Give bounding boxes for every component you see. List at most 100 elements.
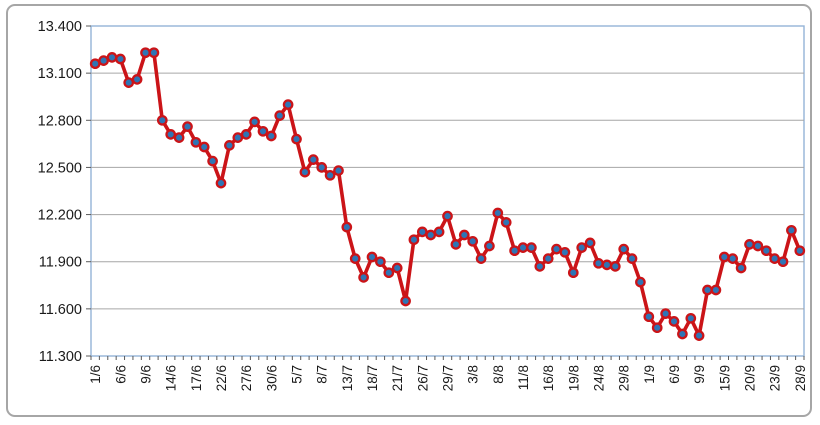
data-point bbox=[760, 245, 772, 257]
data-point bbox=[475, 253, 487, 264]
data-point bbox=[232, 132, 244, 143]
data-point bbox=[240, 129, 252, 140]
x-axis-label: 15/9 bbox=[717, 365, 732, 391]
y-axis-label: 13.400 bbox=[38, 19, 82, 35]
data-point bbox=[190, 136, 202, 148]
data-point bbox=[89, 58, 101, 70]
data-point bbox=[442, 210, 453, 222]
data-point bbox=[735, 262, 747, 274]
data-point bbox=[140, 47, 151, 59]
data-point bbox=[408, 234, 420, 246]
x-axis-label: 8/8 bbox=[491, 365, 506, 384]
plot-area-border bbox=[90, 25, 805, 357]
x-axis-label: 1/9 bbox=[642, 365, 657, 384]
data-point bbox=[383, 267, 395, 279]
data-point bbox=[265, 130, 277, 142]
data-point bbox=[752, 240, 764, 252]
x-axis-label: 24/8 bbox=[591, 365, 606, 391]
data-point bbox=[786, 224, 797, 236]
data-point bbox=[551, 243, 562, 255]
data-point bbox=[182, 121, 193, 132]
x-axis-label: 13/7 bbox=[340, 365, 355, 391]
data-point bbox=[484, 240, 495, 252]
data-point bbox=[769, 253, 780, 264]
data-point bbox=[173, 132, 185, 143]
data-point bbox=[391, 262, 403, 274]
data-point bbox=[526, 242, 537, 253]
x-axis-label: 8/7 bbox=[315, 365, 330, 384]
data-point bbox=[450, 239, 462, 250]
data-point bbox=[215, 177, 227, 189]
x-axis-label: 21/7 bbox=[390, 365, 405, 391]
data-point bbox=[333, 165, 344, 176]
data-point bbox=[710, 284, 722, 296]
data-point bbox=[416, 226, 428, 238]
data-point bbox=[794, 245, 806, 257]
x-axis-label: 29/7 bbox=[441, 365, 456, 391]
x-axis-label: 27/6 bbox=[239, 365, 254, 391]
data-point bbox=[576, 242, 588, 253]
data-point bbox=[567, 267, 579, 279]
data-point bbox=[517, 242, 529, 253]
data-point bbox=[626, 253, 638, 264]
x-axis-label: 18/7 bbox=[365, 365, 380, 391]
x-axis-label: 23/9 bbox=[768, 365, 783, 391]
data-point bbox=[274, 110, 286, 121]
data-point bbox=[601, 259, 613, 271]
y-axis-label: 11.600 bbox=[39, 302, 82, 318]
data-point bbox=[500, 217, 512, 228]
data-point bbox=[366, 251, 378, 263]
data-point bbox=[307, 154, 319, 165]
data-point bbox=[316, 162, 328, 173]
data-point bbox=[458, 229, 470, 241]
data-point bbox=[718, 251, 730, 263]
data-point bbox=[668, 316, 680, 327]
data-point bbox=[777, 256, 789, 268]
data-point bbox=[375, 256, 386, 268]
x-axis-label: 9/9 bbox=[692, 365, 707, 384]
x-axis-label: 1/6 bbox=[88, 365, 103, 384]
x-axis-label: 5/7 bbox=[290, 365, 305, 384]
y-axis-label: 11.900 bbox=[39, 255, 82, 271]
x-axis-label: 6/6 bbox=[113, 365, 128, 384]
data-point bbox=[685, 312, 697, 324]
y-axis-label: 13.100 bbox=[38, 66, 82, 82]
data-point bbox=[207, 155, 218, 167]
data-point bbox=[224, 140, 235, 151]
data-point bbox=[291, 133, 302, 145]
data-point bbox=[635, 276, 646, 288]
data-point bbox=[198, 141, 210, 153]
data-point bbox=[677, 328, 688, 340]
data-point bbox=[341, 221, 353, 233]
data-point bbox=[693, 330, 705, 341]
data-point bbox=[165, 129, 177, 140]
data-point bbox=[400, 295, 411, 307]
data-point bbox=[257, 125, 269, 137]
data-point bbox=[123, 77, 135, 88]
data-point bbox=[727, 253, 739, 264]
data-point bbox=[492, 207, 504, 219]
x-axis-label: 14/6 bbox=[164, 365, 179, 391]
data-point bbox=[660, 308, 671, 319]
data-point bbox=[249, 116, 260, 128]
data-point bbox=[98, 55, 109, 66]
data-point bbox=[744, 239, 755, 250]
x-axis-label: 28/9 bbox=[793, 365, 808, 391]
x-axis-label: 19/8 bbox=[566, 365, 581, 391]
x-axis-label: 29/8 bbox=[617, 365, 632, 391]
data-point bbox=[651, 322, 663, 334]
x-axis-label: 3/8 bbox=[466, 365, 481, 384]
data-point bbox=[115, 53, 126, 65]
x-axis-label: 11/8 bbox=[516, 365, 531, 390]
data-point bbox=[618, 243, 630, 255]
x-axis-label: 17/6 bbox=[189, 365, 204, 391]
x-axis-label: 26/7 bbox=[415, 365, 430, 391]
data-point bbox=[702, 284, 713, 296]
data-point bbox=[534, 261, 546, 272]
data-point bbox=[593, 257, 604, 269]
data-line bbox=[93, 50, 802, 338]
x-axis-label: 9/6 bbox=[139, 365, 154, 384]
data-point bbox=[131, 74, 143, 85]
y-axis-label: 12.500 bbox=[38, 160, 82, 176]
data-point bbox=[156, 114, 168, 126]
